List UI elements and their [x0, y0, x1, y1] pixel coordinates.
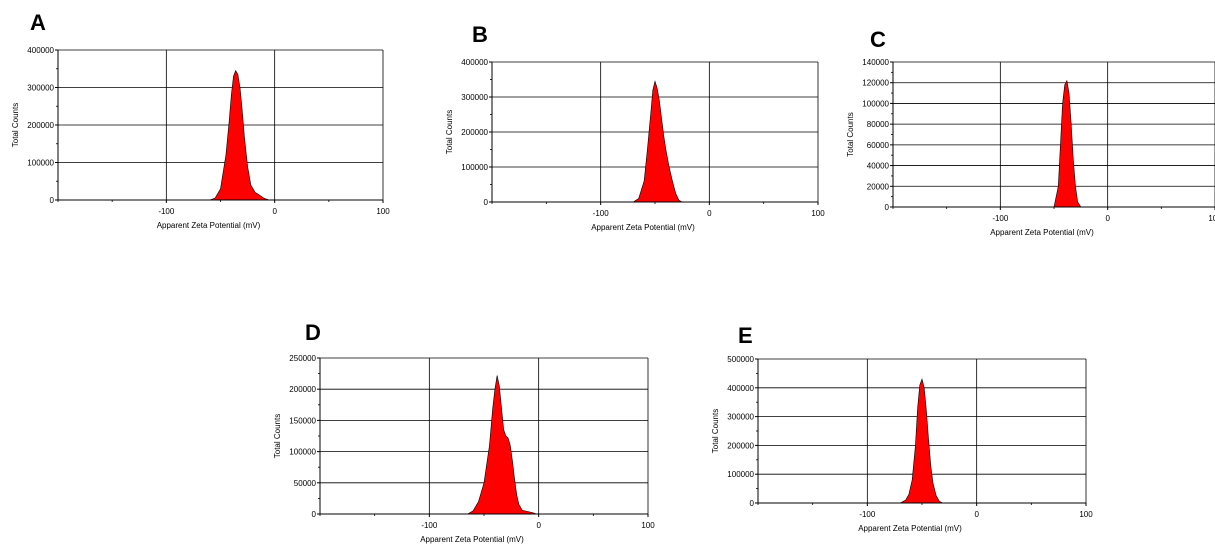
panel-a: A 0 100000 200000 300000 400000 -100 0 100 Appare…	[11, 10, 390, 230]
x-tick-label: 0	[1105, 214, 1110, 223]
x-axis-title: Apparent Zeta Potential (mV)	[990, 228, 1094, 237]
y-axis-title: Total Counts	[11, 103, 20, 147]
panel-letter: D	[305, 320, 321, 345]
distribution-area	[632, 80, 683, 203]
y-tick-label: 20000	[867, 182, 890, 191]
y-tick-label: 120000	[862, 79, 889, 88]
y-tick-label: 150000	[289, 416, 316, 425]
panel-letter: E	[738, 323, 753, 348]
y-tick-label: 50000	[294, 479, 317, 488]
x-tick-label: 0	[272, 207, 277, 216]
x-tick-label: 0	[974, 510, 979, 519]
y-axis-title: Total Counts	[445, 110, 454, 154]
y-tick-label: 40000	[867, 162, 890, 171]
y-tick-label: 60000	[867, 141, 890, 150]
y-tick-label: 0	[312, 510, 317, 519]
y-tick-label: 400000	[727, 384, 754, 393]
panel-b: B 0 100000 200000 300000 400000 -100 0 100 Appare…	[445, 22, 825, 232]
distribution-area	[209, 69, 271, 201]
y-tick-label: 400000	[27, 46, 54, 55]
y-tick-label: 100000	[27, 159, 54, 168]
panel-letter: A	[30, 10, 46, 35]
x-tick-label: -100	[992, 214, 1009, 223]
x-tick-label: 100	[811, 209, 825, 218]
y-tick-label: 200000	[727, 441, 754, 450]
x-tick-label: 0	[707, 209, 712, 218]
y-tick-label: 200000	[461, 128, 488, 137]
y-tick-label: 300000	[27, 84, 54, 93]
x-tick-label: 100	[376, 207, 390, 216]
x-tick-label: 100	[1208, 214, 1215, 223]
y-tick-label: 0	[484, 198, 489, 207]
y-tick-label: 100000	[289, 448, 316, 457]
panel-e: E 0 100000 200000 300000 400000 500000 -100 0 100…	[711, 323, 1093, 533]
y-tick-label: 250000	[289, 354, 316, 363]
y-tick-label: 0	[750, 499, 755, 508]
y-tick-label: 400000	[461, 58, 488, 67]
panel-letter: C	[870, 27, 886, 52]
y-tick-label: 140000	[862, 58, 889, 67]
panel-letter: B	[472, 22, 488, 47]
y-axis-title: Total Counts	[711, 409, 720, 453]
panel-d: D 0 50000 100000 150000 200000 250000 -100 0 100 A…	[273, 320, 655, 544]
y-tick-label: 0	[50, 196, 55, 205]
y-tick-label: 100000	[727, 470, 754, 479]
x-axis-title: Apparent Zeta Potential (mV)	[591, 223, 695, 232]
y-tick-label: 300000	[727, 413, 754, 422]
y-tick-label: 0	[885, 203, 890, 212]
x-axis-title: Apparent Zeta Potential (mV)	[858, 524, 962, 533]
panel-c: C 0 20000 40000 60000 80000 100000 120000 140000…	[846, 27, 1215, 237]
x-tick-label: -100	[593, 209, 610, 218]
distribution-area	[466, 375, 537, 515]
distribution-area	[899, 378, 943, 504]
y-tick-label: 300000	[461, 93, 488, 102]
x-tick-label: -100	[158, 207, 175, 216]
y-axis-title: Total Counts	[846, 112, 855, 156]
x-tick-label: -100	[421, 521, 438, 530]
x-axis-title: Apparent Zeta Potential (mV)	[157, 221, 261, 230]
y-axis-title: Total Counts	[273, 414, 282, 458]
y-tick-label: 100000	[862, 99, 889, 108]
distribution-area	[1053, 79, 1082, 208]
x-tick-label: -100	[859, 510, 876, 519]
x-tick-label: 100	[1079, 510, 1093, 519]
y-tick-label: 200000	[289, 385, 316, 394]
y-tick-label: 500000	[727, 355, 754, 364]
x-tick-label: 0	[536, 521, 541, 530]
x-tick-label: 100	[641, 521, 655, 530]
x-axis-title: Apparent Zeta Potential (mV)	[420, 535, 524, 544]
y-tick-label: 100000	[461, 163, 488, 172]
y-tick-label: 200000	[27, 121, 54, 130]
y-tick-label: 80000	[867, 120, 890, 129]
